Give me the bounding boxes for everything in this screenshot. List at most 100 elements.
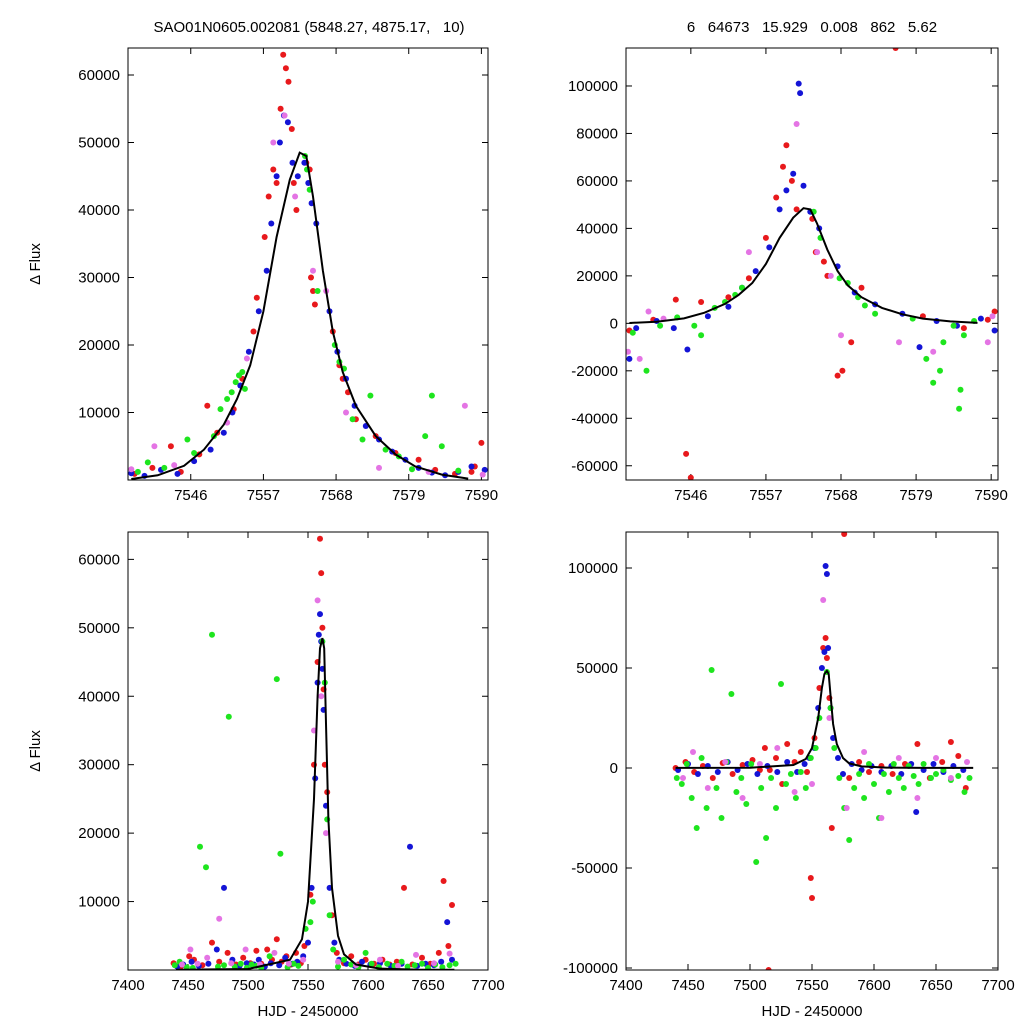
point-violet	[636, 355, 643, 362]
point-blue	[276, 962, 283, 969]
point-green	[295, 962, 302, 969]
point-green	[309, 898, 316, 905]
data-points	[672, 532, 973, 970]
y-tick-label: 100000	[568, 78, 618, 95]
point-violet	[395, 962, 401, 969]
point-red	[186, 953, 193, 960]
point-green	[171, 962, 178, 969]
point-red	[856, 759, 863, 765]
point-green	[209, 631, 215, 638]
point-red	[240, 954, 247, 961]
y-tick-label: 40000	[576, 220, 618, 237]
point-blue	[704, 313, 711, 320]
point-red	[293, 207, 300, 213]
point-green	[221, 962, 227, 969]
y-tick-label: -20000	[571, 363, 618, 380]
point-green	[792, 795, 799, 801]
point-blue	[331, 939, 338, 946]
point-green	[866, 761, 872, 767]
plot-frame	[127, 531, 489, 971]
y-tick-label: -60000	[571, 458, 618, 475]
point-green	[872, 310, 879, 317]
point-blue	[308, 884, 315, 891]
point-green	[743, 801, 750, 807]
point-red	[822, 635, 829, 641]
point-red	[984, 316, 991, 323]
point-red	[823, 655, 830, 661]
point-blue	[840, 771, 846, 777]
y-tick-label: 60000	[78, 551, 120, 568]
point-red	[809, 895, 815, 901]
point-violet	[774, 745, 781, 751]
point-green	[831, 745, 838, 751]
x-tick-label: 7700	[471, 977, 504, 994]
point-red	[991, 308, 998, 315]
point-violet	[292, 193, 299, 200]
point-red	[216, 958, 223, 965]
point-red	[866, 769, 872, 775]
model-curve	[675, 669, 974, 769]
point-red	[264, 946, 271, 953]
point-violet	[216, 915, 223, 922]
point-red	[960, 325, 967, 332]
point-violet	[128, 466, 135, 473]
point-blue	[438, 958, 445, 965]
point-violet	[843, 805, 850, 811]
x-tick-label: 7557	[247, 487, 280, 504]
point-green	[900, 785, 907, 791]
y-tick-label: 20000	[576, 268, 618, 285]
point-red	[261, 234, 268, 240]
x-tick-label: 7500	[231, 977, 264, 994]
point-red	[317, 535, 323, 542]
point-green	[161, 464, 168, 471]
model-curve	[629, 207, 978, 324]
point-blue	[268, 220, 275, 227]
data-points	[128, 51, 488, 479]
point-red	[683, 450, 690, 457]
point-green	[688, 795, 695, 801]
point-red	[762, 234, 769, 241]
point-blue	[797, 90, 804, 97]
point-green	[930, 379, 937, 386]
point-red	[273, 936, 280, 943]
point-violet	[745, 249, 752, 256]
point-blue	[276, 139, 283, 146]
point-violet	[793, 121, 800, 127]
y-tick-label: 50000	[78, 135, 120, 152]
point-green	[404, 963, 411, 970]
point-red	[725, 294, 732, 301]
point-blue	[916, 344, 923, 351]
point-red	[892, 48, 899, 51]
point-red	[709, 775, 716, 781]
point-green	[330, 946, 337, 953]
point-red	[270, 166, 277, 173]
x-axis-label: HJD - 2450000	[762, 1003, 863, 1020]
point-green	[411, 962, 418, 969]
point-red	[745, 275, 752, 282]
point-red	[265, 193, 272, 200]
point-red	[288, 126, 295, 132]
x-tick-label: 7550	[795, 977, 828, 994]
x-tick-label: 7450	[671, 977, 704, 994]
point-green	[871, 781, 877, 787]
point-violet	[318, 693, 325, 700]
point-violet	[645, 308, 652, 315]
point-red	[765, 967, 772, 970]
point-green	[398, 958, 405, 965]
point-red	[672, 296, 679, 303]
point-blue	[359, 958, 365, 965]
point-green	[851, 785, 858, 791]
point-red	[209, 939, 215, 946]
point-red	[253, 947, 260, 954]
point-red	[478, 439, 485, 446]
point-violet	[947, 775, 954, 781]
point-violet	[739, 795, 746, 801]
point-violet	[680, 775, 686, 781]
point-violet	[314, 597, 321, 604]
point-violet	[179, 961, 185, 968]
point-blue	[774, 769, 781, 775]
point-green	[718, 815, 725, 821]
data-points	[170, 535, 459, 970]
point-green	[144, 459, 151, 466]
point-green	[248, 961, 255, 968]
